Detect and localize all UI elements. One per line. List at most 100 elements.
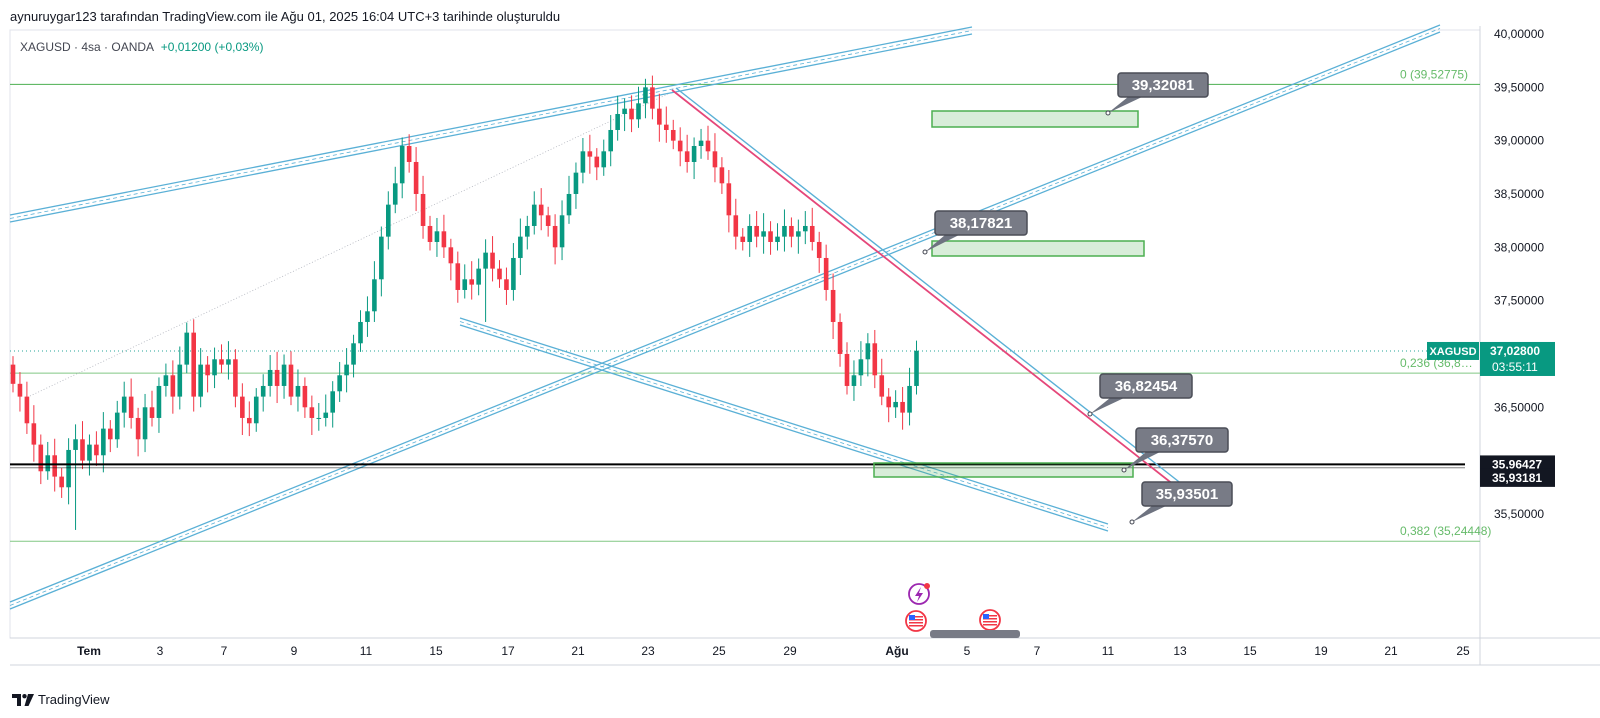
candle[interactable]	[80, 421, 85, 470]
candle[interactable]	[406, 134, 412, 173]
candle[interactable]	[191, 319, 196, 412]
symbol-legend[interactable]: XAGUSD · 4sa · OANDA +0,01200 (+0,03%)	[20, 40, 263, 54]
candle[interactable]	[545, 206, 551, 237]
price-callout[interactable]: 36,37570	[1121, 427, 1229, 473]
candle[interactable]	[38, 434, 44, 485]
target-zone[interactable]	[873, 462, 1134, 478]
candle[interactable]	[615, 95, 620, 141]
candle[interactable]	[170, 360, 176, 414]
price-callout[interactable]: 35,93501	[1129, 481, 1233, 525]
candle[interactable]	[754, 211, 759, 248]
candle[interactable]	[448, 238, 454, 281]
price-callout[interactable]: 36,82454	[1087, 373, 1193, 417]
candle[interactable]	[775, 223, 780, 251]
candle[interactable]	[622, 98, 627, 132]
candle[interactable]	[149, 390, 155, 427]
downtrend-line-parallel[interactable]	[675, 87, 1193, 493]
candle[interactable]	[879, 358, 885, 406]
candle[interactable]	[337, 361, 342, 402]
candle[interactable]	[247, 401, 252, 437]
candle[interactable]	[803, 211, 808, 245]
upper-channel[interactable]	[9, 26, 973, 223]
candle[interactable]	[24, 381, 30, 434]
downtrend-line[interactable]	[671, 89, 1189, 497]
candle[interactable]	[156, 377, 162, 433]
price-callout[interactable]: 38,17821	[922, 210, 1028, 255]
candle[interactable]	[399, 137, 405, 199]
lightning-icon[interactable]	[908, 583, 930, 605]
candle[interactable]	[768, 221, 773, 255]
candle[interactable]	[629, 95, 634, 133]
candle[interactable]	[886, 388, 891, 423]
candle[interactable]	[601, 139, 607, 176]
candle[interactable]	[462, 264, 468, 299]
candle[interactable]	[288, 351, 294, 406]
candle[interactable]	[490, 236, 495, 282]
candle[interactable]	[830, 273, 836, 340]
candle[interactable]	[392, 166, 398, 214]
candle[interactable]	[281, 354, 287, 399]
candle[interactable]	[858, 341, 864, 386]
candle[interactable]	[205, 356, 210, 393]
candle[interactable]	[427, 215, 433, 251]
candle[interactable]	[372, 261, 377, 322]
candle[interactable]	[747, 214, 752, 257]
candle[interactable]	[45, 441, 51, 480]
rising-channel[interactable]	[9, 24, 1441, 610]
candle[interactable]	[142, 393, 148, 453]
candle[interactable]	[316, 403, 322, 431]
candle[interactable]	[740, 228, 746, 251]
candle[interactable]	[420, 175, 426, 239]
candle[interactable]	[566, 175, 572, 224]
footer-brand[interactable]: TradingView	[12, 692, 110, 707]
candle[interactable]	[594, 148, 600, 181]
candle[interactable]	[302, 377, 308, 418]
us-flag-icon[interactable]	[905, 610, 927, 632]
candle[interactable]	[365, 296, 370, 337]
candle[interactable]	[295, 369, 301, 412]
candle[interactable]	[650, 75, 655, 120]
candle[interactable]	[267, 355, 273, 397]
candle[interactable]	[114, 400, 120, 448]
price-callout[interactable]: 39,32081	[1105, 72, 1209, 116]
candle[interactable]	[636, 86, 641, 128]
candle[interactable]	[219, 344, 224, 374]
candle[interactable]	[677, 127, 683, 167]
candle[interactable]	[309, 395, 315, 436]
candle[interactable]	[796, 219, 801, 254]
candle[interactable]	[893, 390, 898, 418]
candle[interactable]	[643, 78, 648, 119]
candle[interactable]	[518, 218, 523, 276]
candle[interactable]	[379, 226, 384, 297]
candle[interactable]	[573, 162, 579, 209]
candle[interactable]	[608, 115, 613, 167]
candle[interactable]	[552, 214, 558, 265]
candle[interactable]	[733, 198, 739, 250]
candle[interactable]	[73, 424, 78, 530]
candle[interactable]	[914, 340, 919, 395]
candle[interactable]	[10, 356, 16, 393]
candle[interactable]	[497, 260, 502, 288]
candle[interactable]	[809, 207, 815, 251]
candle[interactable]	[761, 213, 766, 254]
candle[interactable]	[128, 378, 134, 429]
candle[interactable]	[782, 209, 787, 252]
candle[interactable]	[31, 405, 37, 462]
candle[interactable]	[386, 191, 391, 250]
candle[interactable]	[233, 349, 238, 408]
candle[interactable]	[212, 347, 217, 389]
falling-channel[interactable]	[459, 317, 1109, 532]
candle[interactable]	[413, 147, 419, 212]
candle[interactable]	[101, 412, 106, 473]
candle[interactable]	[504, 267, 509, 305]
candle[interactable]	[163, 363, 169, 397]
candle[interactable]	[198, 348, 203, 408]
candle[interactable]	[108, 420, 113, 453]
candle[interactable]	[789, 217, 794, 248]
candle[interactable]	[121, 381, 127, 428]
candle[interactable]	[59, 468, 64, 498]
candle[interactable]	[253, 388, 259, 432]
candle[interactable]	[900, 387, 905, 430]
candle[interactable]	[872, 329, 878, 389]
